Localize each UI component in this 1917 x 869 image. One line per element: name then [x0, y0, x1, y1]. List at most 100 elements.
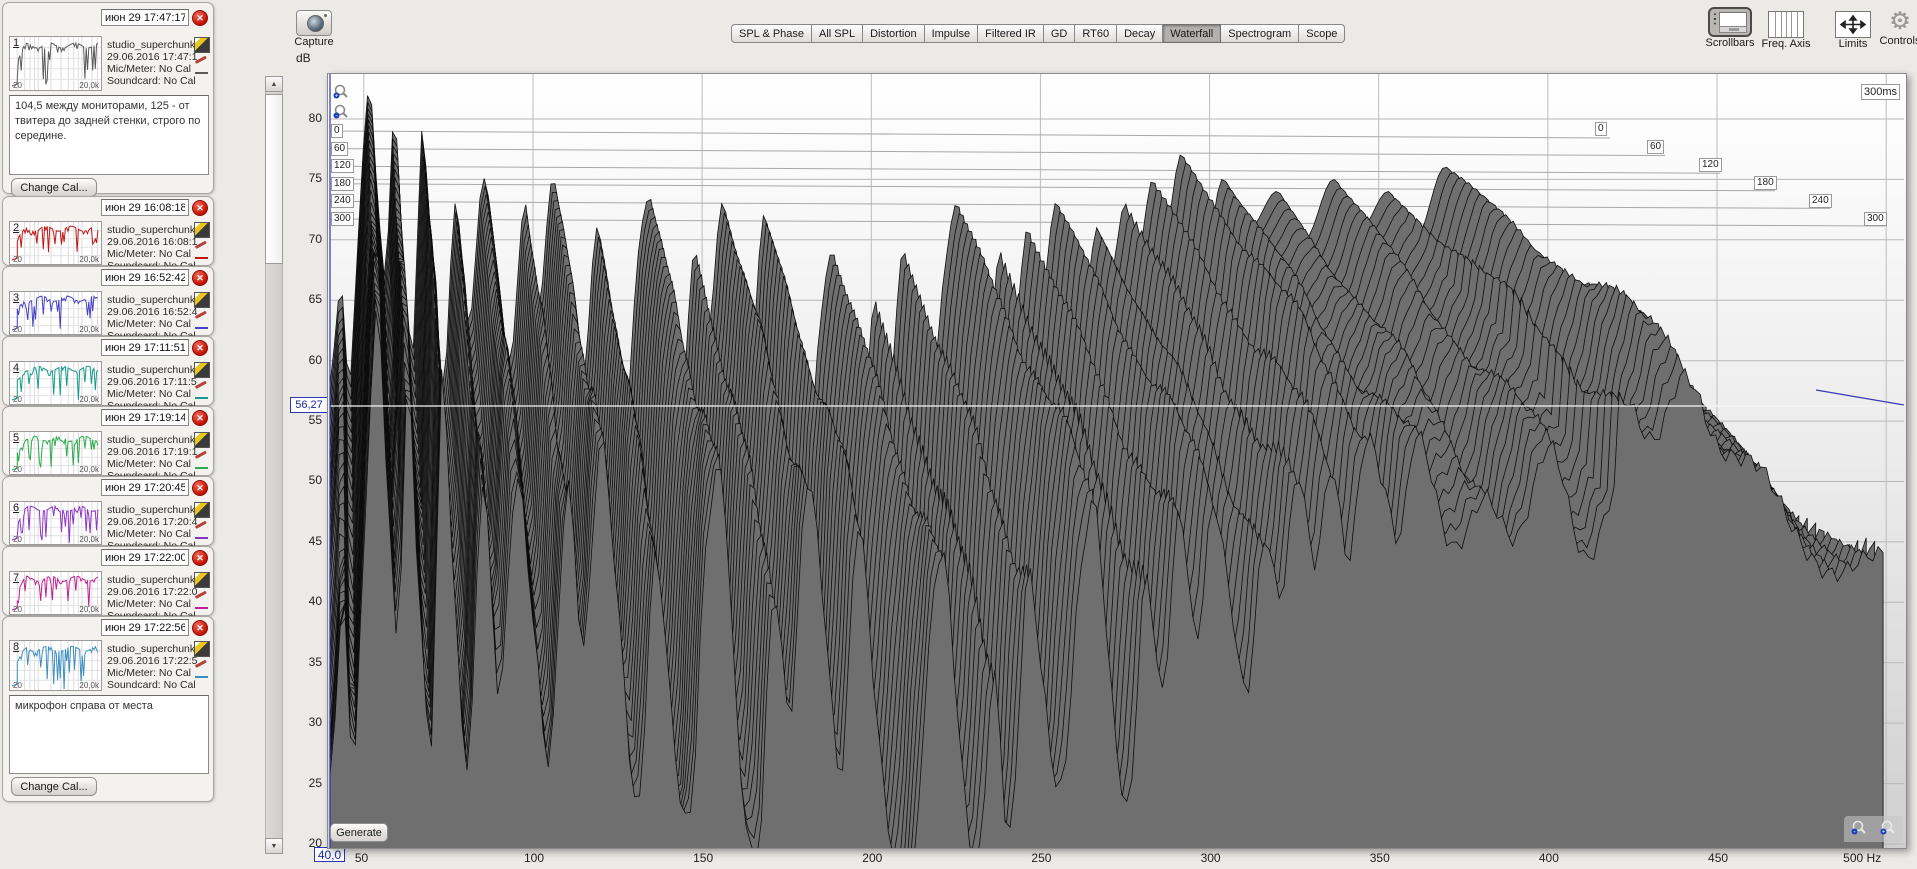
- measurement-thumbnail[interactable]: 3 20 20,0k: [9, 291, 102, 335]
- y-tick-40: 40: [308, 594, 322, 609]
- measurement-card-3[interactable]: ✕ 3 20 20,0k studio_superchunks.mda29.06.201…: [2, 266, 214, 342]
- edit-measurement-icon[interactable]: [194, 432, 210, 448]
- graph-tab-bar: SPL & Phase All SPL Distortion Impulse Filte…: [731, 24, 1346, 43]
- change-cal-button[interactable]: Change Cal...: [11, 777, 97, 796]
- measurement-card-6[interactable]: ✕ 6 20 20,0k studio_superchunks.mda29.06.201…: [2, 476, 214, 552]
- edit-measurement-icon[interactable]: [194, 222, 210, 238]
- measurement-thumbnail[interactable]: 8 20 20,0k: [9, 640, 102, 691]
- measurement-info-line: studio_superchunks.mda: [107, 39, 197, 51]
- measurement-info-line: studio_superchunks.mda: [107, 504, 197, 516]
- delete-measurement-button[interactable]: ✕: [192, 550, 208, 566]
- time-label-left-120: 120: [331, 159, 354, 174]
- waterfall-plot-area[interactable]: + - 0 60 120 180 240 300 0 60 120 180 240 300 300m…: [327, 73, 1907, 849]
- limits-button[interactable]: Limits: [1833, 11, 1873, 50]
- measurement-title-field[interactable]: [101, 479, 189, 496]
- tab-scope[interactable]: Scope: [1299, 24, 1346, 43]
- tab-filtered-ir[interactable]: Filtered IR: [978, 24, 1044, 43]
- generate-button[interactable]: Generate: [330, 823, 388, 842]
- measurement-card-2[interactable]: ✕ 2 20 20,0k studio_superchunks.mda29.06.201…: [2, 196, 214, 272]
- measurement-card-8[interactable]: ✕ 8 20 20,0k studio_superchunks.mda29.06.201…: [2, 616, 214, 802]
- measurement-thumbnail[interactable]: 5 20 20,0k: [9, 431, 102, 475]
- zoom-in-y-button[interactable]: +: [332, 84, 350, 102]
- trace-colour-icon[interactable]: [194, 380, 210, 399]
- delete-measurement-button[interactable]: ✕: [192, 270, 208, 286]
- trace-colour-icon[interactable]: [194, 659, 210, 678]
- thumb-freq-max: 20,0k: [79, 465, 99, 474]
- edit-measurement-icon[interactable]: [194, 641, 210, 657]
- edit-measurement-icon[interactable]: [194, 362, 210, 378]
- measurement-notes-field[interactable]: микрофон справа от места: [9, 695, 209, 774]
- x-tick-350: 350: [1369, 851, 1390, 865]
- tab-gd[interactable]: GD: [1043, 24, 1076, 43]
- delete-measurement-button[interactable]: ✕: [192, 200, 208, 216]
- measurement-thumbnail[interactable]: 2 20 20,0k: [9, 221, 102, 265]
- measurement-notes-field[interactable]: 104,5 между мониторами, 125 - от твитера…: [9, 95, 209, 175]
- trace-colour-icon[interactable]: [194, 520, 210, 539]
- measurement-thumbnail[interactable]: 6 20 20,0k: [9, 501, 102, 545]
- delete-measurement-button[interactable]: ✕: [192, 10, 208, 26]
- edit-measurement-icon[interactable]: [194, 502, 210, 518]
- thumb-freq-max: 20,0k: [79, 325, 99, 334]
- zoom-out-y-button[interactable]: -: [332, 104, 350, 122]
- measurement-title-field[interactable]: [101, 619, 189, 636]
- measurement-thumbnail[interactable]: 7 20 20,0k: [9, 571, 102, 615]
- measurement-title-field[interactable]: [101, 339, 189, 356]
- sidebar-scroll-down-button[interactable]: ▼: [265, 838, 283, 854]
- tab-waterfall[interactable]: Waterfall: [1163, 24, 1222, 43]
- sidebar-scroll-up-button[interactable]: ▲: [265, 76, 283, 92]
- change-cal-button[interactable]: Change Cal...: [11, 178, 97, 197]
- trace-colour-icon[interactable]: [194, 590, 210, 609]
- trace-colour-icon[interactable]: [194, 450, 210, 469]
- zoom-out-x-button[interactable]: -: [1850, 820, 1868, 838]
- measurement-card-4[interactable]: ✕ 4 20 20,0k studio_superchunks.mda29.06.201…: [2, 336, 214, 412]
- trace-colour-icon[interactable]: [194, 310, 210, 329]
- tab-distortion[interactable]: Distortion: [863, 24, 925, 43]
- measurement-info-line: Mic/Meter: No Cal: [107, 248, 192, 260]
- thumb-freq-min: 20: [13, 681, 22, 690]
- measurement-card-7[interactable]: ✕ 7 20 20,0k studio_superchunks.mda29.06.201…: [2, 546, 214, 622]
- sidebar-scrollbar-thumb[interactable]: [265, 94, 283, 264]
- x-tick-200: 200: [862, 851, 883, 865]
- measurement-title-field[interactable]: [101, 269, 189, 286]
- measurement-info-line: 29.06.2016 17:19:14: [107, 446, 197, 458]
- measurement-title-field[interactable]: [101, 549, 189, 566]
- delete-measurement-button[interactable]: ✕: [192, 410, 208, 426]
- measurement-card-5[interactable]: ✕ 5 20 20,0k studio_superchunks.mda29.06.201…: [2, 406, 214, 482]
- time-label-right-60: 60: [1647, 140, 1665, 154]
- tab-all-spl[interactable]: All SPL: [812, 24, 864, 43]
- delete-measurement-button[interactable]: ✕: [192, 480, 208, 496]
- delete-measurement-button[interactable]: ✕: [192, 620, 208, 636]
- tab-rt60[interactable]: RT60: [1075, 24, 1118, 43]
- edit-measurement-icon[interactable]: [194, 572, 210, 588]
- zoom-in-x-button[interactable]: +: [1879, 820, 1897, 838]
- scrollbars-button[interactable]: ▲ ■ ▼ Scrollbars: [1702, 7, 1758, 49]
- delete-measurement-button[interactable]: ✕: [192, 340, 208, 356]
- measurement-card-1[interactable]: ✕ 1 20 20,0k studio_superchunks.mda29.06.201…: [2, 2, 214, 197]
- tab-decay[interactable]: Decay: [1117, 24, 1164, 43]
- trace-colour-icon[interactable]: [194, 55, 210, 74]
- edit-measurement-icon[interactable]: [194, 292, 210, 308]
- tab-spectrogram[interactable]: Spectrogram: [1221, 24, 1300, 43]
- x-tick-500hz: 500 Hz: [1843, 851, 1882, 865]
- measurement-title-field[interactable]: [101, 409, 189, 426]
- measurement-thumbnail[interactable]: 4 20 20,0k: [9, 361, 102, 405]
- measurement-thumbnail[interactable]: 1 20 20,0k: [9, 36, 102, 91]
- waterfall-canvas[interactable]: [328, 74, 1906, 848]
- tab-spl-phase[interactable]: SPL & Phase: [731, 24, 813, 43]
- measurement-info-line: 29.06.2016 17:11:51: [107, 376, 197, 388]
- y-axis-unit-label: dB: [296, 51, 311, 65]
- measurement-title-field[interactable]: [101, 199, 189, 216]
- trace-colour-icon[interactable]: [194, 240, 210, 259]
- capture-button[interactable]: Capture: [288, 10, 340, 48]
- y-tick-60: 60: [308, 352, 322, 367]
- cursor-freq-readout: 40,0: [314, 847, 345, 862]
- controls-button[interactable]: ⚙ Controls: [1878, 9, 1917, 48]
- measurement-title-field[interactable]: [101, 9, 189, 26]
- thumb-freq-min: 20: [13, 535, 22, 544]
- edit-measurement-icon[interactable]: [194, 37, 210, 53]
- x-tick-150: 150: [693, 851, 714, 865]
- tab-impulse[interactable]: Impulse: [924, 24, 979, 43]
- freq-axis-button[interactable]: Freq. Axis: [1757, 11, 1815, 50]
- thumb-freq-max: 20,0k: [79, 255, 99, 264]
- cursor-db-readout: 56,27: [290, 397, 328, 413]
